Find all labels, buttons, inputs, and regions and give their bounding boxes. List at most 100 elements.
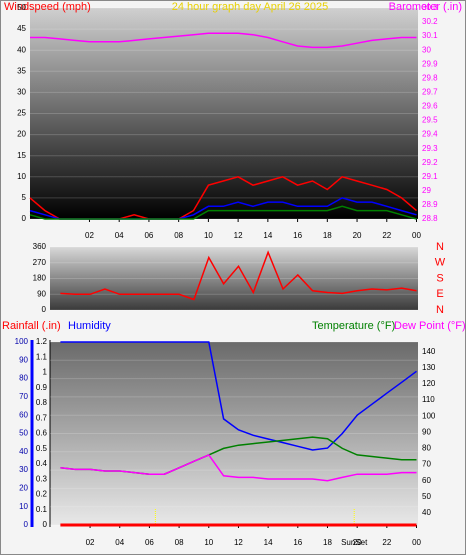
y-tick-label: 10 <box>17 172 26 181</box>
y-tick-label: 0.1 <box>36 505 48 514</box>
y-tick-label: 0.3 <box>36 474 48 483</box>
y-tick-label: 30 <box>17 88 26 97</box>
y-tick-label: N <box>436 304 444 316</box>
x-tick-label: 16 <box>293 538 302 547</box>
y-tick-label: 60 <box>19 410 28 419</box>
y-tick-label: 0.9 <box>36 383 48 392</box>
y-tick-label: 80 <box>19 374 28 383</box>
legend-label: Temperature (°F) <box>312 320 395 332</box>
y-tick-label: 90 <box>19 355 28 364</box>
y-tick-label: 29.6 <box>422 102 438 111</box>
y-tick-label: 15 <box>17 151 26 160</box>
x-tick-label: 22 <box>382 231 391 240</box>
y-tick-label: 130 <box>422 363 436 372</box>
x-tick-label: 00 <box>412 231 421 240</box>
x-tick-label: 22 <box>382 538 391 547</box>
y-tick-label: 1 <box>43 368 48 377</box>
y-tick-label: 90 <box>37 289 46 298</box>
x-tick-label: 04 <box>115 231 124 240</box>
x-tick-label: 10 <box>204 231 213 240</box>
y-tick-label: 25 <box>17 109 26 118</box>
y-tick-label: 0.6 <box>36 429 48 438</box>
legend-label: Dew Point (°F) <box>394 320 466 332</box>
legend-label: Humidity <box>68 320 111 332</box>
plot-bg <box>50 342 418 525</box>
y-tick-label: 0.2 <box>36 490 48 499</box>
x-tick-label: 12 <box>234 231 243 240</box>
series-line <box>29 205 417 220</box>
y-tick-label: 50 <box>19 429 28 438</box>
x-tick-label: 02 <box>85 231 94 240</box>
plot-bg <box>50 247 418 310</box>
y-tick-label: 0 <box>43 520 48 529</box>
x-tick-label: 14 <box>264 538 273 547</box>
x-tick-label: 06 <box>144 231 153 240</box>
x-tick-label: 10 <box>204 538 213 547</box>
chart-title: 24 hour graph day April 26 2025 <box>172 1 329 13</box>
y-tick-label: 100 <box>422 411 436 420</box>
y-tick-label: 1.1 <box>36 352 48 361</box>
y-tick-label: 360 <box>33 242 47 251</box>
y-tick-label: 270 <box>33 258 47 267</box>
y-tick-label: 20 <box>19 484 28 493</box>
y-tick-label: 29.2 <box>422 158 438 167</box>
y-tick-label: 29.7 <box>422 88 438 97</box>
sun-label: SunSet <box>341 538 368 547</box>
y-tick-label: 0.8 <box>36 398 48 407</box>
y-tick-label: W <box>435 257 446 269</box>
x-tick-label: 18 <box>323 538 332 547</box>
y-tick-label: 140 <box>422 347 436 356</box>
y-tick-label: 29.3 <box>422 144 438 153</box>
y-tick-label: 45 <box>17 24 26 33</box>
x-tick-label: 12 <box>234 538 243 547</box>
y-tick-label: 120 <box>422 379 436 388</box>
y-tick-label: 0.4 <box>36 459 48 468</box>
y-tick-label: 29.4 <box>422 130 438 139</box>
y-tick-label: 29.5 <box>422 116 438 125</box>
y2-axis-label: Barometer (.in) <box>389 1 462 13</box>
series-line <box>60 250 417 301</box>
y-tick-label: 0.5 <box>36 444 48 453</box>
y-tick-label: 180 <box>33 274 47 283</box>
y-tick-label: 100 <box>15 337 29 346</box>
series-line <box>60 341 417 451</box>
y-tick-label: 90 <box>422 427 431 436</box>
y-tick-label: 29.9 <box>422 59 438 68</box>
x-tick-label: 20 <box>353 538 362 547</box>
y-tick-label: 70 <box>19 392 28 401</box>
y-tick-label: 110 <box>422 395 435 404</box>
y-tick-label: 35 <box>17 66 26 75</box>
y-tick-label: 40 <box>19 447 28 456</box>
y-tick-label: 30.1 <box>422 31 438 40</box>
y-tick-label: 50 <box>422 492 431 501</box>
y-tick-label: 29.8 <box>422 73 438 82</box>
y-tick-label: 50 <box>17 3 26 12</box>
y-tick-label: S <box>436 272 443 284</box>
y-tick-label: 40 <box>17 45 26 54</box>
y-tick-label: 30 <box>422 45 431 54</box>
x-tick-label: 20 <box>353 231 362 240</box>
y-axis-label: Windspeed (mph) <box>4 1 91 13</box>
y-tick-label: 28.9 <box>422 200 438 209</box>
y-tick-label: 0 <box>22 214 27 223</box>
y-tick-label: 80 <box>422 444 431 453</box>
x-tick-label: 16 <box>293 231 302 240</box>
x-tick-label: 06 <box>145 538 154 547</box>
y-tick-label: 60 <box>422 476 431 485</box>
series-line <box>60 453 417 482</box>
y-tick-label: 0 <box>24 520 29 529</box>
y-tick-label: 40 <box>422 508 431 517</box>
y-tick-label: 0.7 <box>36 413 48 422</box>
y-tick-label: 70 <box>422 460 431 469</box>
y-tick-label: 30.2 <box>422 17 438 26</box>
y-tick-label: E <box>436 288 443 300</box>
x-tick-label: 02 <box>86 538 95 547</box>
series-line <box>30 32 417 49</box>
x-tick-label: 14 <box>263 231 272 240</box>
x-tick-label: 08 <box>174 231 183 240</box>
x-tick-label: 04 <box>115 538 124 547</box>
x-tick-label: 08 <box>175 538 184 547</box>
y-tick-label: 20 <box>17 130 26 139</box>
y-tick-label: 10 <box>19 502 28 511</box>
